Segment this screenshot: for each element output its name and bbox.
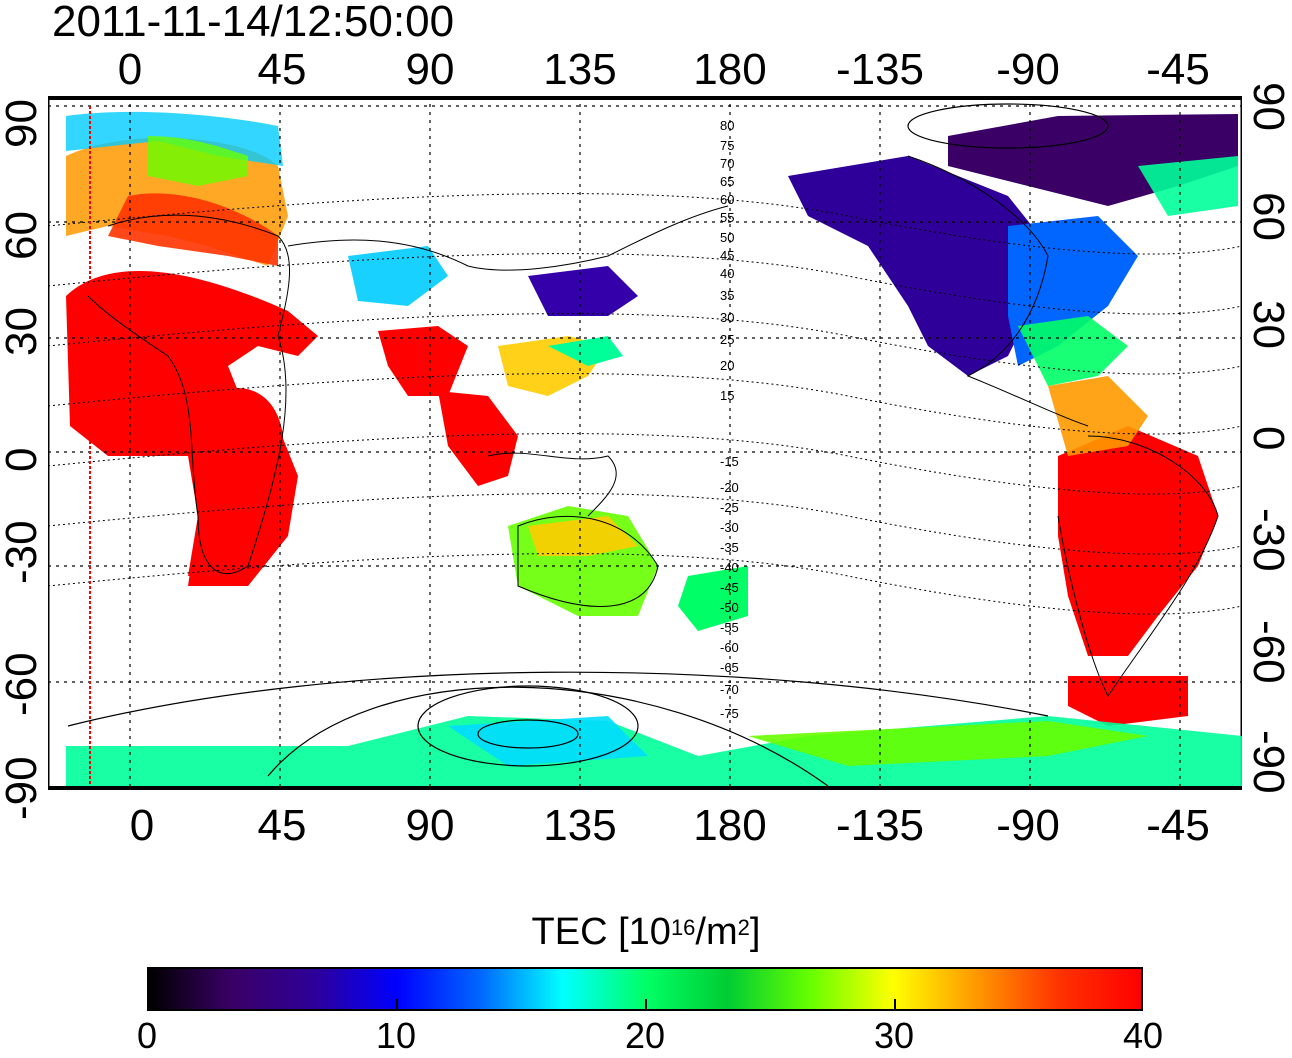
colorbar-tick-mark	[894, 999, 896, 1009]
contour-label: -75	[720, 706, 739, 721]
top-lon-tick: 90	[405, 45, 455, 94]
contour-label: 55	[720, 210, 734, 225]
left-lat-tick: -90	[0, 756, 46, 820]
bottom-lon-tick: 180	[693, 801, 767, 850]
contour-label: -35	[720, 540, 739, 555]
colorbar-tick: 30	[873, 1015, 915, 1056]
contour-label: 45	[720, 248, 734, 263]
right-lat-tick: -90	[1244, 730, 1292, 794]
left-lat-tick: -60	[0, 652, 46, 716]
bottom-lon-tick: 45	[257, 801, 307, 850]
contour-label: -25	[720, 500, 739, 515]
bottom-lon-tick: -135	[835, 801, 925, 850]
contour-label: -15	[720, 454, 739, 469]
contour-label-group: 80 75 70 65 60 55 50 45 40 35 30 25 20 1…	[720, 118, 739, 721]
right-lat-tick: 0	[1244, 426, 1292, 451]
bottom-lon-tick: -90	[996, 801, 1060, 850]
contour-label: 35	[720, 288, 734, 303]
contour-label: -55	[720, 620, 739, 635]
right-lat-tick: -60	[1244, 620, 1292, 684]
bottom-lon-tick: -45	[1146, 801, 1210, 850]
contour-label: 15	[720, 388, 734, 403]
bottom-lon-tick: 90	[405, 801, 455, 850]
contour-label: -30	[720, 520, 739, 535]
left-lat-tick: 30	[0, 307, 46, 356]
top-lon-tick: 45	[257, 45, 307, 94]
contour-label: 20	[720, 358, 734, 373]
contour-label: 30	[720, 310, 734, 325]
colorbar-title: TEC [1016/m2]	[531, 911, 761, 953]
contour-label: 50	[720, 230, 734, 245]
colorbar-tick-mark	[396, 999, 398, 1009]
contour-label: -60	[720, 640, 739, 655]
contour-label: 75	[720, 138, 734, 153]
top-lon-tick: -135	[835, 45, 925, 94]
contour-label: 80	[720, 118, 734, 133]
left-lat-tick: 90	[0, 99, 46, 148]
contour-label: -50	[720, 600, 739, 615]
top-lon-tick: 0	[117, 45, 143, 94]
top-lon-tick: -45	[1146, 45, 1210, 94]
left-lat-tick: 0	[0, 447, 46, 472]
contour-label: -45	[720, 580, 739, 595]
contour-label: 65	[720, 174, 734, 189]
colorbar-tick: 40	[1122, 1015, 1164, 1056]
right-lat-tick: -30	[1244, 508, 1292, 572]
right-lat-tick: 30	[1244, 300, 1292, 349]
graticule	[48, 96, 1242, 790]
coastlines	[87, 155, 1219, 697]
south-pole-contours	[67, 103, 1109, 787]
contour-label: -40	[720, 560, 739, 575]
contour-label: -20	[720, 480, 739, 495]
contour-label: -65	[720, 660, 739, 675]
left-lat-tick: -30	[0, 520, 46, 584]
bottom-lon-tick: 135	[543, 801, 617, 850]
colorbar-tick-mark	[645, 999, 647, 1009]
top-lon-tick: 135	[543, 45, 617, 94]
bottom-lon-tick: 0	[129, 801, 155, 850]
colorbar-tick: 10	[375, 1015, 417, 1056]
left-lat-tick: 60	[0, 211, 46, 260]
timestamp-title: 2011-11-14/12:50:00	[52, 0, 455, 46]
contour-label: 70	[720, 156, 734, 171]
top-lon-tick: -90	[996, 45, 1060, 94]
right-lat-tick: 90	[1244, 82, 1292, 131]
contour-label: -70	[720, 682, 739, 697]
right-lat-tick: 60	[1244, 192, 1292, 241]
top-lon-tick: 180	[693, 45, 767, 94]
contour-label: 60	[720, 192, 734, 207]
contour-lines	[48, 193, 1242, 615]
tec-data-layer	[66, 111, 1242, 786]
colorbar-tick: 0	[136, 1015, 158, 1056]
tec-map: 80 75 70 65 60 55 50 45 40 35 30 25 20 1…	[48, 96, 1242, 790]
contour-label: 40	[720, 266, 734, 281]
colorbar-tick: 20	[624, 1015, 666, 1056]
contour-label: 25	[720, 332, 734, 347]
